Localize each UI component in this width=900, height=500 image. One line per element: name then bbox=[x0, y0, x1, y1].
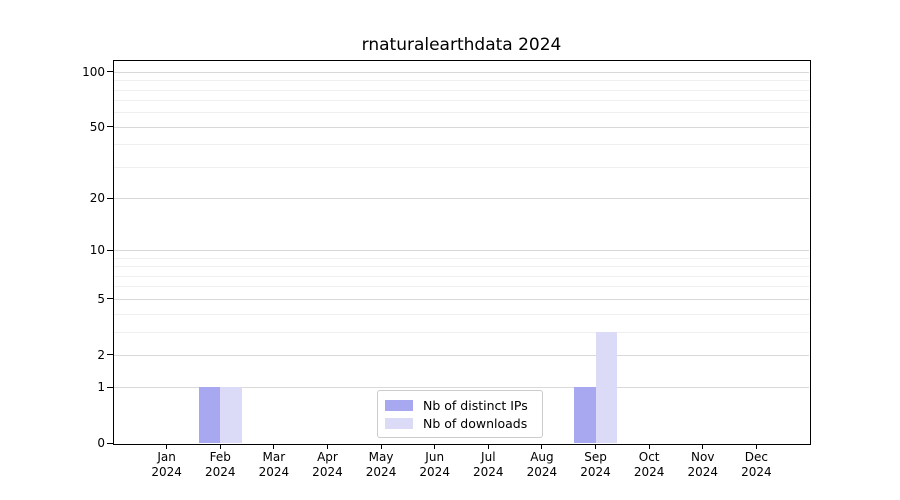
x-tick-mark bbox=[219, 444, 221, 449]
gridline-major bbox=[114, 387, 809, 389]
gridline-minor bbox=[114, 257, 809, 259]
legend: Nb of distinct IPs Nb of downloads bbox=[377, 390, 543, 438]
x-tick-mark bbox=[434, 444, 436, 449]
gridline-major bbox=[114, 298, 809, 300]
legend-swatch-distinct-ips bbox=[385, 399, 413, 411]
y-tick-label: 5 bbox=[97, 291, 105, 306]
x-tick-label: Dec 2024 bbox=[741, 450, 772, 479]
x-tick-mark bbox=[273, 444, 275, 449]
y-tick-mark bbox=[107, 442, 113, 444]
gridline-major bbox=[114, 71, 809, 73]
gridline-major bbox=[114, 126, 809, 128]
x-tick-label: Oct 2024 bbox=[633, 450, 665, 479]
y-tick-mark bbox=[107, 126, 113, 128]
gridline-minor bbox=[114, 286, 809, 288]
legend-swatch-downloads bbox=[385, 417, 413, 429]
legend-item-distinct-ips: Nb of distinct IPs bbox=[385, 397, 534, 413]
y-tick-mark bbox=[107, 249, 113, 251]
y-tick-mark bbox=[107, 354, 113, 356]
x-tick-mark bbox=[487, 444, 489, 449]
chart-title: rnaturalearthdata 2024 bbox=[361, 35, 562, 55]
gridline-major bbox=[114, 354, 809, 356]
gridline-minor bbox=[114, 100, 809, 102]
bar-downloads bbox=[220, 387, 242, 443]
x-tick-label: Aug 2024 bbox=[526, 450, 558, 479]
y-tick-label: 50 bbox=[89, 119, 105, 134]
y-tick-label: 1 bbox=[97, 380, 105, 395]
x-tick-mark bbox=[755, 444, 757, 449]
gridline-minor bbox=[114, 80, 809, 82]
x-tick-mark bbox=[648, 444, 650, 449]
gridline-major bbox=[114, 198, 809, 200]
gridline-minor bbox=[114, 166, 809, 168]
legend-label-distinct-ips: Nb of distinct IPs bbox=[423, 397, 528, 413]
gridline-minor bbox=[114, 144, 809, 146]
x-tick-label: Apr 2024 bbox=[312, 450, 343, 479]
x-tick-label: Jun 2024 bbox=[419, 450, 450, 479]
x-tick-mark bbox=[702, 444, 704, 449]
gridline-minor bbox=[114, 112, 809, 114]
x-tick-label: May 2024 bbox=[365, 450, 397, 479]
x-tick-mark bbox=[166, 444, 168, 449]
y-tick-label: 20 bbox=[89, 191, 105, 206]
x-tick-label: Jan 2024 bbox=[151, 450, 182, 479]
bar-downloads bbox=[595, 331, 618, 443]
y-tick-label: 2 bbox=[97, 347, 105, 362]
y-tick-label: 100 bbox=[82, 64, 105, 79]
bar-distinct-ips bbox=[574, 387, 596, 443]
x-tick-mark bbox=[595, 444, 597, 449]
y-tick-mark bbox=[107, 197, 113, 199]
gridline-minor bbox=[114, 89, 809, 91]
gridline-minor bbox=[114, 275, 809, 277]
gridline-minor bbox=[114, 266, 809, 268]
bar-distinct-ips bbox=[198, 387, 221, 443]
x-tick-label: Nov 2024 bbox=[687, 450, 719, 479]
y-tick-mark bbox=[107, 298, 113, 300]
x-tick-mark bbox=[380, 444, 382, 449]
gridline-minor bbox=[114, 331, 809, 333]
y-tick-mark bbox=[107, 386, 113, 388]
y-tick-label: 0 bbox=[97, 436, 105, 450]
x-tick-mark bbox=[541, 444, 543, 449]
y-tick-mark bbox=[107, 71, 113, 73]
legend-item-downloads: Nb of downloads bbox=[385, 415, 534, 431]
legend-label-downloads: Nb of downloads bbox=[423, 415, 528, 431]
x-tick-label: Mar 2024 bbox=[258, 450, 290, 479]
x-tick-label: Feb 2024 bbox=[204, 450, 236, 479]
y-tick-label: 10 bbox=[89, 243, 105, 258]
gridline-major bbox=[114, 250, 809, 252]
x-tick-label: Jul 2024 bbox=[473, 450, 504, 479]
x-tick-label: Sep 2024 bbox=[580, 450, 611, 479]
x-tick-mark bbox=[326, 444, 328, 449]
gridline-minor bbox=[114, 313, 809, 315]
